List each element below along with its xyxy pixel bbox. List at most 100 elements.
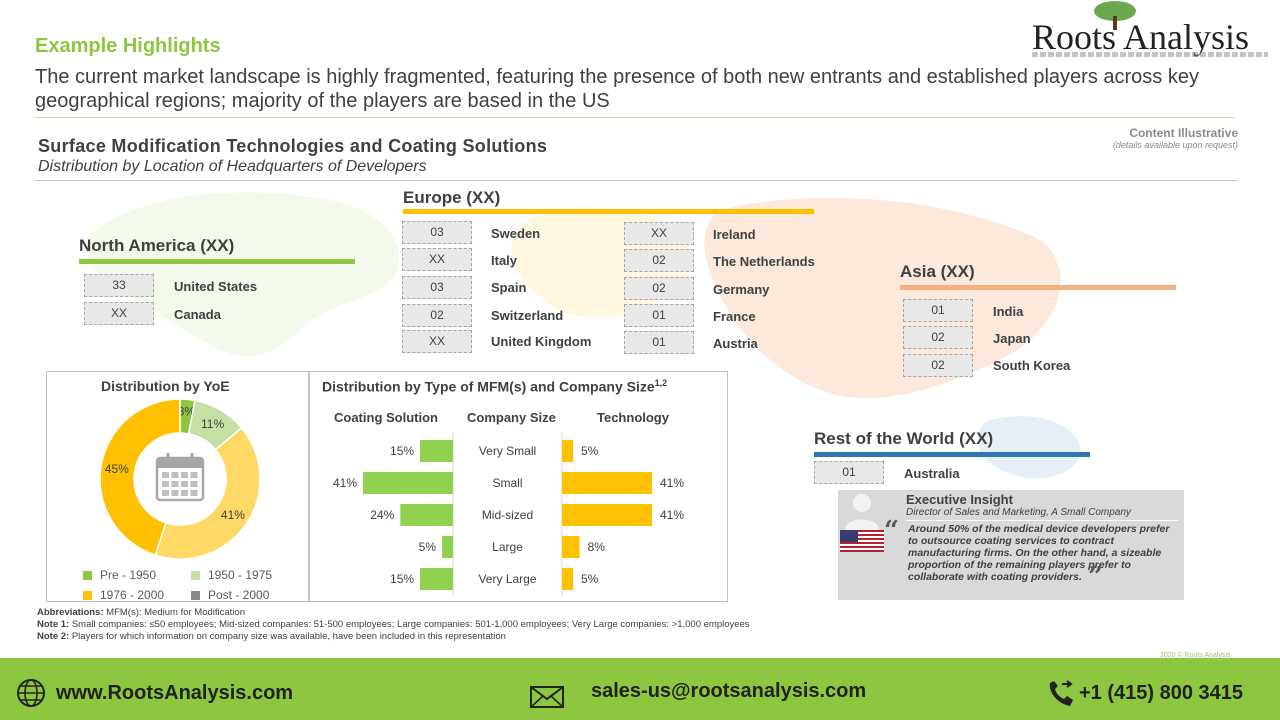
count-box: 02: [624, 277, 694, 300]
insight-role: Director of Sales and Marketing, A Small…: [906, 507, 1131, 518]
bar-value-label: 41%: [333, 476, 357, 490]
executive-insight-box: Executive Insight Director of Sales and …: [838, 490, 1184, 600]
bar-coating-solution: [420, 568, 453, 590]
content-note: Content Illustrative (details available …: [1060, 126, 1238, 150]
brand-name: Roots Analysis: [1032, 17, 1250, 57]
count-box: 02: [903, 326, 973, 349]
bar-value-label: 15%: [390, 444, 414, 458]
count-box: 33: [84, 274, 154, 297]
country-label: The Netherlands: [713, 254, 815, 269]
column-header-company-size: Company Size: [467, 410, 556, 425]
website-link[interactable]: www.RootsAnalysis.com: [56, 682, 294, 704]
region-bar-europe: [403, 209, 814, 214]
count-box: XX: [402, 248, 472, 271]
country-label: United Kingdom: [491, 334, 592, 349]
country-label: India: [993, 304, 1024, 319]
yoe-panel: Distribution by YoE 3% 11% 41% 45% Pre - 19…: [46, 371, 309, 602]
content-note-line2: (details available upon request): [1112, 140, 1238, 150]
region-title-europe: Europe (XX): [403, 188, 501, 207]
email-link[interactable]: sales-us@rootsanalysis.com: [591, 680, 867, 702]
insight-divider: [906, 520, 1178, 521]
legend-swatch: [191, 571, 200, 580]
bar-technology: [562, 504, 652, 526]
calendar-icon: [155, 453, 205, 502]
yoe-donut-chart: 3% 11% 41% 45%: [99, 398, 261, 560]
count-box: XX: [84, 302, 154, 325]
chart-subtitle: Distribution by Location of Headquarters…: [38, 158, 427, 175]
abbr-text: MFM(s): Medium for Modification: [103, 607, 245, 618]
australia-shape: [977, 416, 1081, 479]
column-header-coating: Coating Solution: [334, 410, 438, 425]
count-box: 01: [624, 304, 694, 327]
mfm-chart-title-text: Distribution by Type of MFM(s) and Compa…: [322, 378, 655, 395]
open-quote-icon: “: [884, 516, 899, 546]
bar-value-label: 8%: [588, 540, 606, 554]
country-label: Australia: [904, 466, 960, 481]
count-box: 01: [624, 331, 694, 354]
footer-bar: www.RootsAnalysis.com sales-us@rootsanal…: [0, 658, 1280, 720]
legend-swatch: [83, 591, 92, 600]
bar-coating-solution: [400, 504, 453, 526]
country-label: Italy: [491, 253, 518, 268]
copyright: 2020 © Roots Analysis: [1160, 652, 1231, 659]
legend-item: Pre - 1950: [83, 568, 156, 582]
bar-coating-solution: [442, 536, 453, 558]
mfm-bar-chart: 15% 5% Very Small 41% 41% Small 24% 41% Mid-size…: [333, 432, 684, 597]
bar-value-label: 5%: [419, 540, 437, 554]
region-bar-north-america: [79, 259, 355, 264]
count-box: 02: [624, 249, 694, 272]
country-label: Spain: [491, 280, 527, 295]
email-icon: [530, 686, 564, 708]
brand-tagline-decoration: [1032, 52, 1268, 57]
count-box: XX: [402, 330, 472, 353]
mfm-panel: Distribution by Type of MFM(s) and Compa…: [309, 371, 728, 602]
country-label: South Korea: [993, 358, 1071, 373]
note-2: Note 2: Players for which information on…: [37, 631, 750, 643]
footnotes: Abbreviations: MFM(s): Medium for Modifi…: [37, 607, 750, 643]
legend-swatch: [191, 591, 200, 600]
country-label: France: [713, 309, 756, 324]
country-label: Canada: [174, 307, 221, 322]
region-bar-asia: [900, 285, 1176, 290]
country-label: Japan: [993, 331, 1031, 346]
globe-icon: [17, 679, 45, 707]
bar-technology: [562, 472, 652, 494]
country-label: Switzerland: [491, 308, 564, 323]
bar-technology: [562, 536, 580, 558]
pie-slice-label: 41%: [221, 508, 245, 522]
tree-icon: [1094, 1, 1136, 30]
count-box: XX: [624, 222, 694, 245]
bar-value-label: 41%: [660, 508, 684, 522]
region-title-asia: Asia (XX): [900, 262, 975, 281]
legend-swatch: [83, 571, 92, 580]
section-label: Example Highlights: [35, 35, 221, 57]
bar-value-label: 41%: [660, 476, 684, 490]
us-flag-icon: [840, 530, 884, 552]
bar-technology: [562, 568, 573, 590]
brand-logo: Roots Analysis: [1030, 1, 1270, 60]
legend-label: Pre - 1950: [100, 568, 157, 582]
country-label: United States: [174, 279, 258, 294]
phone-icon: [1049, 680, 1073, 706]
legend-item: Post - 2000: [191, 588, 269, 602]
bar-value-label: 5%: [581, 444, 599, 458]
insight-quote: Around 50% of the medical device develop…: [908, 523, 1170, 583]
category-label: Very Large: [478, 572, 536, 586]
person-icon: [845, 494, 879, 530]
region-title-north-america: North America (XX): [79, 236, 235, 255]
legend-label: 1950 - 1975: [208, 568, 273, 582]
note2-text: Players for which information on company…: [69, 631, 506, 642]
insight-title: Executive Insight: [906, 492, 1013, 507]
bar-value-label: 5%: [581, 572, 599, 586]
category-label: Very Small: [479, 444, 536, 458]
note1-label: Note 1:: [37, 619, 70, 630]
country-label: Ireland: [713, 227, 756, 242]
close-quote-icon: ”: [1088, 562, 1103, 592]
phone-link[interactable]: +1 (415) 800 3415: [1079, 682, 1244, 704]
count-box: 02: [903, 354, 973, 377]
bar-value-label: 24%: [370, 508, 394, 522]
legend-label: Post - 2000: [208, 588, 270, 602]
legend-item: 1950 - 1975: [191, 568, 272, 582]
country-label: Germany: [713, 282, 770, 297]
count-box: 03: [402, 276, 472, 299]
